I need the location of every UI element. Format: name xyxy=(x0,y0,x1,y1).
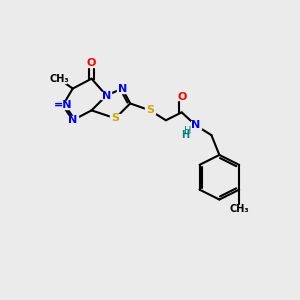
Bar xyxy=(110,114,120,122)
Bar xyxy=(56,101,70,110)
Text: H: H xyxy=(182,130,190,140)
Text: S: S xyxy=(146,105,154,116)
Bar xyxy=(101,92,111,100)
Bar xyxy=(232,206,246,213)
Bar xyxy=(68,116,78,124)
Text: S: S xyxy=(111,113,119,123)
Bar xyxy=(182,132,190,139)
Text: O: O xyxy=(177,92,186,101)
Bar xyxy=(52,75,66,83)
Bar xyxy=(190,121,200,129)
Text: CH₃: CH₃ xyxy=(230,204,249,214)
Text: N: N xyxy=(68,115,77,125)
Bar xyxy=(117,85,127,92)
Text: H: H xyxy=(184,126,191,136)
Text: N: N xyxy=(118,84,127,94)
Text: N: N xyxy=(191,120,200,130)
Text: =N: =N xyxy=(54,100,72,110)
Bar xyxy=(177,92,187,101)
Text: N: N xyxy=(102,91,111,100)
Bar xyxy=(145,106,155,114)
Bar xyxy=(87,59,97,67)
Text: CH₃: CH₃ xyxy=(49,74,69,84)
Text: O: O xyxy=(87,58,96,68)
